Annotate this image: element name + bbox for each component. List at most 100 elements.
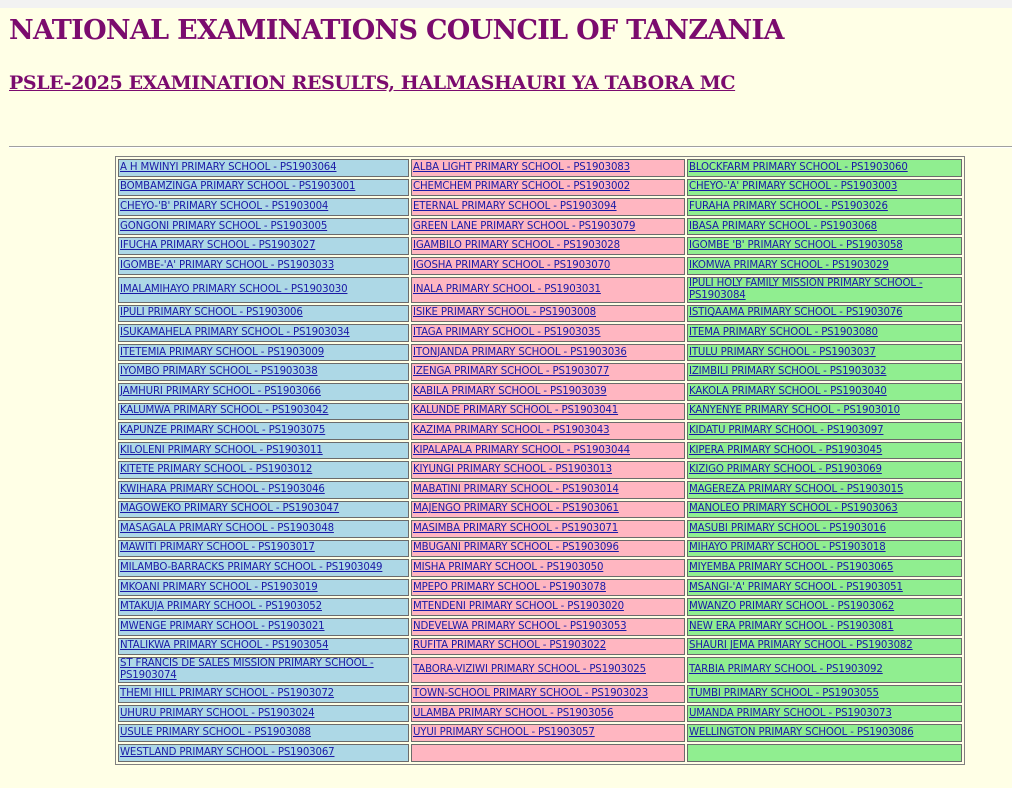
school-link[interactable]: INALA PRIMARY SCHOOL - PS1903031 <box>413 283 601 295</box>
school-link[interactable]: KIZIGO PRIMARY SCHOOL - PS1903069 <box>689 464 882 476</box>
school-link[interactable]: KANYENYE PRIMARY SCHOOL - PS1903010 <box>689 405 900 417</box>
school-link[interactable]: TARBIA PRIMARY SCHOOL - PS1903092 <box>689 664 883 676</box>
school-link[interactable]: MISHA PRIMARY SCHOOL - PS1903050 <box>413 562 604 574</box>
school-link[interactable]: IGAMBILO PRIMARY SCHOOL - PS1903028 <box>413 240 620 252</box>
school-link[interactable]: ULAMBA PRIMARY SCHOOL - PS1903056 <box>413 707 614 719</box>
school-link[interactable]: KIPERA PRIMARY SCHOOL - PS1903045 <box>689 444 883 456</box>
school-link[interactable]: MAJENGO PRIMARY SCHOOL - PS1903061 <box>413 503 619 515</box>
school-link[interactable]: A H MWINYI PRIMARY SCHOOL - PS1903064 <box>120 161 337 173</box>
school-link[interactable]: ST FRANCIS DE SALES MISSION PRIMARY SCHO… <box>120 658 374 682</box>
school-cell: ITEMA PRIMARY SCHOOL - PS1903080 <box>687 324 962 342</box>
school-link[interactable]: KITETE PRIMARY SCHOOL - PS1903012 <box>120 464 313 476</box>
school-link[interactable]: WELLINGTON PRIMARY SCHOOL - PS1903086 <box>689 727 914 739</box>
school-link[interactable]: KALUNDE PRIMARY SCHOOL - PS1903041 <box>413 405 619 417</box>
school-link[interactable]: MBUGANI PRIMARY SCHOOL - PS1903096 <box>413 542 619 554</box>
school-link[interactable]: RUFITA PRIMARY SCHOOL - PS1903022 <box>413 640 607 652</box>
school-link[interactable]: GREEN LANE PRIMARY SCHOOL - PS1903079 <box>413 220 636 232</box>
school-cell: MASAGALA PRIMARY SCHOOL - PS1903048 <box>118 520 409 538</box>
school-link[interactable]: KABILA PRIMARY SCHOOL - PS1903039 <box>413 385 607 397</box>
school-cell: IFUCHA PRIMARY SCHOOL - PS1903027 <box>118 237 409 255</box>
school-link[interactable]: MASAGALA PRIMARY SCHOOL - PS1903048 <box>120 522 334 534</box>
school-link[interactable]: NDEVELWA PRIMARY SCHOOL - PS1903053 <box>413 620 627 632</box>
school-link[interactable]: CHEMCHEM PRIMARY SCHOOL - PS1903002 <box>413 181 630 193</box>
school-link[interactable]: IBASA PRIMARY SCHOOL - PS1903068 <box>689 220 877 232</box>
school-link[interactable]: BLOCKFARM PRIMARY SCHOOL - PS1903060 <box>689 161 908 173</box>
school-link[interactable]: KAKOLA PRIMARY SCHOOL - PS1903040 <box>689 385 887 397</box>
school-link[interactable]: ITAGA PRIMARY SCHOOL - PS1903035 <box>413 326 601 338</box>
school-link[interactable]: ISTIQAAMA PRIMARY SCHOOL - PS1903076 <box>689 307 903 319</box>
school-link[interactable]: MTAKUJA PRIMARY SCHOOL - PS1903052 <box>120 601 322 613</box>
school-cell: KALUMWA PRIMARY SCHOOL - PS1903042 <box>118 402 409 421</box>
school-link[interactable]: FURAHA PRIMARY SCHOOL - PS1903026 <box>689 200 888 212</box>
school-link[interactable]: MSANGI-'A' PRIMARY SCHOOL - PS1903051 <box>689 581 903 593</box>
school-link[interactable]: TUMBI PRIMARY SCHOOL - PS1903055 <box>689 688 879 700</box>
school-link[interactable]: THEMI HILL PRIMARY SCHOOL - PS1903072 <box>120 688 335 700</box>
school-link[interactable]: MASIMBA PRIMARY SCHOOL - PS1903071 <box>413 522 619 534</box>
school-link[interactable]: IPULI HOLY FAMILY MISSION PRIMARY SCHOOL… <box>689 277 923 301</box>
school-link[interactable]: GONGONI PRIMARY SCHOOL - PS1903005 <box>120 220 328 232</box>
school-link[interactable]: CHEYO-'A' PRIMARY SCHOOL - PS1903003 <box>689 181 898 193</box>
school-cell: KABILA PRIMARY SCHOOL - PS1903039 <box>411 382 685 401</box>
school-link[interactable]: NTALIKWA PRIMARY SCHOOL - PS1903054 <box>120 640 329 652</box>
school-link[interactable]: TOWN-SCHOOL PRIMARY SCHOOL - PS1903023 <box>413 688 649 700</box>
school-link[interactable]: KALUMWA PRIMARY SCHOOL - PS1903042 <box>120 405 329 417</box>
school-cell: IGOMBE-'A' PRIMARY SCHOOL - PS1903033 <box>118 256 409 275</box>
school-link[interactable]: IGOMBE-'A' PRIMARY SCHOOL - PS1903033 <box>120 259 335 271</box>
table-row: KITETE PRIMARY SCHOOL - PS1903012 KIYUNGI… <box>118 461 962 479</box>
school-link[interactable]: MPEPO PRIMARY SCHOOL - PS1903078 <box>413 581 606 593</box>
school-link[interactable]: IGOSHA PRIMARY SCHOOL - PS1903070 <box>413 259 611 271</box>
school-link[interactable]: MASUBI PRIMARY SCHOOL - PS1903016 <box>689 522 886 534</box>
school-link[interactable]: SHAURI JEMA PRIMARY SCHOOL - PS1903082 <box>689 640 913 652</box>
school-cell: KIYUNGI PRIMARY SCHOOL - PS1903013 <box>411 461 685 479</box>
school-link[interactable]: MAGOWEKO PRIMARY SCHOOL - PS1903047 <box>120 503 340 515</box>
school-link[interactable]: CHEYO-'B' PRIMARY SCHOOL - PS1903004 <box>120 200 329 212</box>
school-link[interactable]: KILOLENI PRIMARY SCHOOL - PS1903011 <box>120 444 323 456</box>
school-link[interactable]: MABATINI PRIMARY SCHOOL - PS1903014 <box>413 483 619 495</box>
school-link[interactable]: MWANZO PRIMARY SCHOOL - PS1903062 <box>689 601 895 613</box>
school-link[interactable]: ITETEMIA PRIMARY SCHOOL - PS1903009 <box>120 346 325 358</box>
school-link[interactable]: KAZIMA PRIMARY SCHOOL - PS1903043 <box>413 424 610 436</box>
school-link[interactable]: ISIKE PRIMARY SCHOOL - PS1903008 <box>413 307 596 319</box>
school-link[interactable]: TABORA-VIZIWI PRIMARY SCHOOL - PS1903025 <box>413 664 646 676</box>
school-link[interactable]: MTENDENI PRIMARY SCHOOL - PS1903020 <box>413 601 624 613</box>
school-link[interactable]: MAGEREZA PRIMARY SCHOOL - PS1903015 <box>689 483 904 495</box>
school-link[interactable]: KWIHARA PRIMARY SCHOOL - PS1903046 <box>120 483 325 495</box>
school-link[interactable]: JAMHURI PRIMARY SCHOOL - PS1903066 <box>120 385 321 397</box>
school-link[interactable]: KAPUNZE PRIMARY SCHOOL - PS1903075 <box>120 424 326 436</box>
school-link[interactable]: IKOMWA PRIMARY SCHOOL - PS1903029 <box>689 259 889 271</box>
school-link[interactable]: MIYEMBA PRIMARY SCHOOL - PS1903065 <box>689 562 894 574</box>
school-link[interactable]: ITONJANDA PRIMARY SCHOOL - PS1903036 <box>413 346 627 358</box>
school-link[interactable]: IFUCHA PRIMARY SCHOOL - PS1903027 <box>120 240 316 252</box>
school-link[interactable]: USULE PRIMARY SCHOOL - PS1903088 <box>120 727 311 739</box>
school-link[interactable]: ETERNAL PRIMARY SCHOOL - PS1903094 <box>413 200 617 212</box>
school-cell: ITULU PRIMARY SCHOOL - PS1903037 <box>687 343 962 362</box>
school-link[interactable]: IZIMBILI PRIMARY SCHOOL - PS1903032 <box>689 366 887 378</box>
school-link[interactable]: IMALAMIHAYO PRIMARY SCHOOL - PS1903030 <box>120 283 348 295</box>
school-link[interactable]: NEW ERA PRIMARY SCHOOL - PS1903081 <box>689 620 894 632</box>
school-link[interactable]: UMANDA PRIMARY SCHOOL - PS1903073 <box>689 707 892 719</box>
school-link[interactable]: ALBA LIGHT PRIMARY SCHOOL - PS1903083 <box>413 161 630 173</box>
school-link[interactable]: UYUI PRIMARY SCHOOL - PS1903057 <box>413 727 595 739</box>
school-link[interactable]: KIDATU PRIMARY SCHOOL - PS1903097 <box>689 424 884 436</box>
school-link[interactable]: IGOMBE 'B' PRIMARY SCHOOL - PS1903058 <box>689 240 903 252</box>
school-cell: A H MWINYI PRIMARY SCHOOL - PS1903064 <box>118 159 409 177</box>
table-row: IGOMBE-'A' PRIMARY SCHOOL - PS1903033 IGO… <box>118 256 962 275</box>
school-link[interactable]: MANOLEO PRIMARY SCHOOL - PS1903063 <box>689 503 898 515</box>
school-link[interactable]: MIHAYO PRIMARY SCHOOL - PS1903018 <box>689 542 886 554</box>
school-cell: ST FRANCIS DE SALES MISSION PRIMARY SCHO… <box>118 657 409 684</box>
school-link[interactable]: IPULI PRIMARY SCHOOL - PS1903006 <box>120 307 303 319</box>
school-link[interactable]: MKOANI PRIMARY SCHOOL - PS1903019 <box>120 581 318 593</box>
school-link[interactable]: MWENGE PRIMARY SCHOOL - PS1903021 <box>120 620 325 632</box>
school-link[interactable]: ITEMA PRIMARY SCHOOL - PS1903080 <box>689 326 878 338</box>
school-link[interactable]: KIYUNGI PRIMARY SCHOOL - PS1903013 <box>413 464 612 476</box>
school-link[interactable]: ISUKAMAHELA PRIMARY SCHOOL - PS1903034 <box>120 326 350 338</box>
school-link[interactable]: MAWITI PRIMARY SCHOOL - PS1903017 <box>120 542 315 554</box>
school-link[interactable]: IZENGA PRIMARY SCHOOL - PS1903077 <box>413 366 610 378</box>
school-link[interactable]: KIPALAPALA PRIMARY SCHOOL - PS1903044 <box>413 444 631 456</box>
school-link[interactable]: IYOMBO PRIMARY SCHOOL - PS1903038 <box>120 366 318 378</box>
school-link[interactable]: ITULU PRIMARY SCHOOL - PS1903037 <box>689 346 876 358</box>
school-link[interactable]: MILAMBO-BARRACKS PRIMARY SCHOOL - PS1903… <box>120 562 383 574</box>
school-link[interactable]: UHURU PRIMARY SCHOOL - PS1903024 <box>120 707 315 719</box>
school-link[interactable]: BOMBAMZINGA PRIMARY SCHOOL - PS1903001 <box>120 181 356 193</box>
school-link[interactable]: WESTLAND PRIMARY SCHOOL - PS1903067 <box>120 746 335 758</box>
